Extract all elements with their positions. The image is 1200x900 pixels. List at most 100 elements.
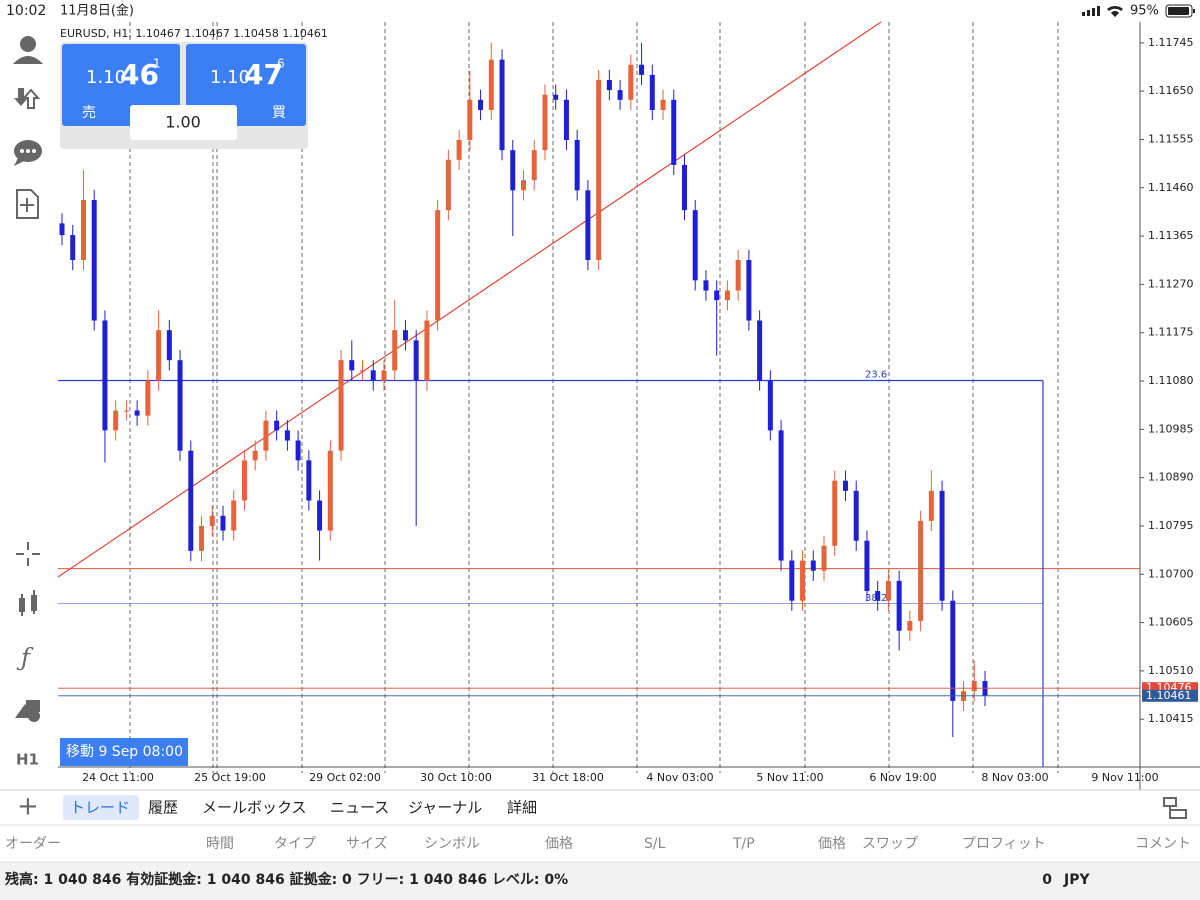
column-header: スワップ <box>862 836 918 852</box>
candle-body <box>606 79 612 91</box>
candle-body <box>918 520 924 622</box>
plot: 23.638.2 <box>58 42 1140 767</box>
crosshair-icon[interactable] <box>16 542 40 566</box>
nav-tag-bg[interactable] <box>60 738 188 766</box>
battery-percent: 95% <box>1130 4 1159 19</box>
candle-body <box>939 490 945 601</box>
tab[interactable]: メールボックス <box>202 799 307 817</box>
candle-body <box>681 164 687 211</box>
column-header: コメント <box>1135 836 1191 852</box>
trade-icon[interactable] <box>14 88 41 109</box>
candle-body <box>295 440 301 461</box>
candle-body <box>478 99 484 110</box>
y-tick-label: 1.10985 <box>1148 422 1194 435</box>
bid-label: 1.10461 <box>1146 689 1192 702</box>
column-headers: オーダー 時間 タイプ サイズ シンボル 価格 S/L T/P 価格 スワップ プロフィット コメント <box>5 836 1191 852</box>
one-click-panel: 1.10 46 1 売 1.10 47 6 買 1.00 <box>60 42 308 149</box>
candle-body <box>370 370 376 381</box>
candle-body <box>660 99 666 110</box>
chart-type-icon[interactable] <box>19 590 37 616</box>
status-time: 10:02 <box>6 3 46 19</box>
candle-body <box>220 515 226 531</box>
bid-box <box>1142 689 1198 702</box>
candle-body <box>542 94 548 151</box>
trend-line <box>57 21 882 578</box>
y-tick-label: 1.11555 <box>1148 132 1194 145</box>
candle-body <box>123 410 129 412</box>
candle-body <box>402 330 408 341</box>
candle-body <box>692 210 698 281</box>
candle-body <box>971 681 977 692</box>
buy-big: 47 <box>244 58 283 91</box>
column-header: 価格 <box>818 836 846 852</box>
column-header: 時間 <box>206 836 234 852</box>
x-tick-label: 25 Oct 19:00 <box>194 771 266 784</box>
y-tick-label: 1.10510 <box>1148 664 1194 677</box>
candle-body <box>832 480 838 546</box>
chat-icon[interactable] <box>14 140 42 166</box>
column-header: S/L <box>644 836 666 852</box>
account-icon[interactable] <box>13 36 43 64</box>
new-order-icon[interactable] <box>16 189 39 219</box>
fib-label: 23.6 <box>865 370 887 381</box>
candle-body <box>263 420 269 451</box>
y-tick-label: 1.10890 <box>1148 471 1194 484</box>
candle-body <box>671 99 677 165</box>
candle-body <box>381 370 387 381</box>
signal-icons <box>1082 5 1123 17</box>
y-tick-label: 1.10700 <box>1148 567 1194 580</box>
candle-body <box>241 460 247 501</box>
tab[interactable]: 詳細 <box>507 799 537 817</box>
candle-body <box>274 420 280 431</box>
candle-body <box>113 410 119 431</box>
candle-body <box>467 99 473 140</box>
sell-pip: 1 <box>153 57 161 71</box>
candle-body <box>252 450 258 461</box>
candle-body <box>767 380 773 431</box>
candle-body <box>91 199 97 321</box>
candle-body <box>145 380 151 416</box>
tabs: トレード 履歴 メールボックス ニュース ジャーナル 詳細 <box>70 799 537 817</box>
tab[interactable]: ニュース <box>330 799 389 817</box>
candle-body <box>338 360 344 451</box>
objects-icon[interactable] <box>15 700 40 722</box>
candle-body <box>499 59 505 151</box>
y-tick-label: 1.10415 <box>1148 712 1194 725</box>
candle-body <box>327 450 333 531</box>
candle-body <box>553 94 559 100</box>
chart-header: EURUSD, H1, 1.10467 1.10467 1.10458 1.10… <box>60 27 328 40</box>
buy-pip: 6 <box>277 57 285 71</box>
candle-body <box>134 410 140 416</box>
x-tick-label: 29 Oct 02:00 <box>309 771 381 784</box>
candle-body <box>800 560 806 601</box>
tab[interactable]: ジャーナル <box>408 799 482 817</box>
candle-body <box>510 150 516 191</box>
candle-body <box>177 360 183 451</box>
y-tick-label: 1.11745 <box>1148 36 1194 49</box>
x-tick-label: 6 Nov 19:00 <box>869 771 936 784</box>
candle-body <box>199 525 205 551</box>
y-tick-label: 1.10795 <box>1148 519 1194 532</box>
lot-box[interactable] <box>130 105 237 140</box>
tab[interactable]: トレード <box>70 799 130 817</box>
candle-body <box>585 190 591 260</box>
sell-label: 売 <box>82 105 96 121</box>
candle-body <box>928 490 934 521</box>
indicator-icon[interactable]: ƒ <box>16 644 34 672</box>
candle-body <box>574 139 580 191</box>
battery-icon <box>1165 4 1195 18</box>
candle-body <box>59 223 65 236</box>
candle-body <box>284 430 290 441</box>
timeframe[interactable]: H1 <box>16 751 39 769</box>
candle-body <box>896 580 902 631</box>
layout-icon[interactable] <box>1163 797 1187 819</box>
column-header: タイプ <box>274 836 316 852</box>
add-button[interactable]: + <box>17 792 39 822</box>
status-date: 11月8日(金) <box>60 3 134 19</box>
candle-body <box>617 90 623 100</box>
candle-body <box>596 79 602 260</box>
x-tick-label: 24 Oct 11:00 <box>82 771 154 784</box>
tab[interactable]: 履歴 <box>148 799 178 817</box>
candle-body <box>821 545 827 571</box>
